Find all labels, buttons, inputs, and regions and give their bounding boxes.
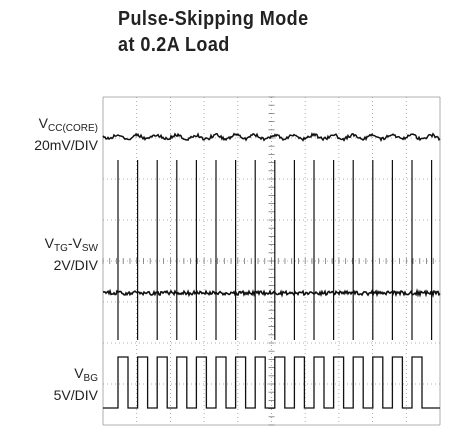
trace-vcc [103, 134, 440, 141]
trace-tg-sw [103, 291, 440, 295]
scope-screen [0, 0, 458, 427]
scope-figure: Pulse-Skipping Mode at 0.2A Load VCC(COR… [0, 0, 458, 427]
